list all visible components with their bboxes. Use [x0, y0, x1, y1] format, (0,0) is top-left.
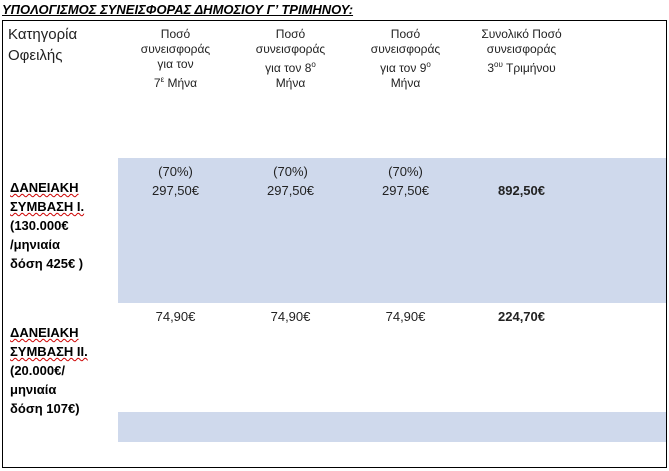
row-label: ΔΑΝΕΙΑΚΗ ΣΥΜΒΑΣΗ ΙΙ. (20.000€/ μηνιαία δόση …	[10, 323, 118, 418]
amount: 74,90€	[385, 309, 426, 324]
superscript: ο	[426, 60, 431, 69]
value-cell: (70%) 297,50€	[233, 162, 348, 200]
header-text: για τον 9	[380, 61, 427, 75]
header-cell: Ποσό συνεισφοράς για τον 9ο Μήνα	[348, 27, 463, 91]
header-cell: Συνολικό Ποσό συνεισφοράς 3ου Τριμήνου	[463, 27, 580, 76]
label-line: δόση 425€ )	[10, 256, 84, 271]
label-line: δόση 107€)	[10, 401, 80, 416]
percent-note: (70%)	[158, 164, 193, 179]
header-line: για τον	[157, 57, 194, 71]
header-line: για τον 8ο	[233, 57, 348, 76]
header-cell: Ποσό συνεισφοράς για τον 8ο Μήνα	[233, 27, 348, 91]
header-text: 3	[487, 61, 495, 75]
label-line: ΣΥΜΒΑΣΗ Ι.	[10, 199, 85, 214]
header-line: 7ε Μήνα	[118, 72, 233, 91]
value-cell: (70%) 297,50€	[118, 162, 233, 200]
label-line: ΣΥΜΒΑΣΗ ΙΙ.	[10, 344, 88, 359]
header-text: Τριμήνου	[502, 61, 556, 75]
header-line: συνεισφοράς	[255, 42, 326, 56]
amount: 297,50€	[267, 183, 314, 198]
header-line: 3ου Τριμήνου	[463, 57, 580, 76]
row-label: ΔΑΝΕΙΑΚΗ ΣΥΜΒΑΣΗ Ι. (130.000€ /μηνιαία δόση …	[10, 178, 118, 273]
header-line: Ποσό	[275, 27, 306, 41]
header-line: συνεισφοράς	[486, 42, 557, 56]
label-line: ΔΑΝΕΙΑΚΗ	[10, 325, 79, 340]
header-text: Μήνα	[164, 76, 198, 90]
row-shading	[118, 412, 666, 442]
amount: 74,90€	[155, 309, 196, 324]
percent-note: (70%)	[388, 164, 423, 179]
header-line: συνεισφοράς	[370, 42, 441, 56]
total: 892,50€	[498, 183, 545, 198]
header-line: Μήνα	[275, 76, 306, 90]
header-line: Κατηγορία	[8, 26, 78, 43]
label-line: (130.000€	[10, 218, 69, 233]
value-cell: 74,90€	[118, 307, 233, 326]
row-shading	[118, 158, 666, 303]
label-line: /μηνιαία	[10, 237, 60, 252]
header-text: 7	[153, 76, 161, 90]
value-cell: 74,90€	[348, 307, 463, 326]
label-line: μηνιαία	[10, 382, 57, 397]
value-cell: (70%) 297,50€	[348, 162, 463, 200]
table-frame	[2, 20, 667, 468]
header-line: Οφειλής	[8, 47, 63, 64]
header-line: Ποσό	[160, 27, 191, 41]
amount: 297,50€	[382, 183, 429, 198]
superscript: ο	[311, 60, 316, 69]
header-line: για τον 9ο	[348, 57, 463, 76]
label-line: ΔΑΝΕΙΑΚΗ	[10, 180, 79, 195]
header-cell: Κατηγορία Οφειλής	[8, 24, 118, 66]
percent-note: (70%)	[273, 164, 308, 179]
superscript: ε	[160, 75, 165, 84]
header-line: Συνολικό Ποσό	[481, 27, 562, 41]
header-line: Ποσό	[390, 27, 421, 41]
label-line: (20.000€/	[10, 363, 65, 378]
title: ΥΠΟΛΟΓΙΣΜΟΣ ΣΥΝΕΙΣΦΟΡΑΣ ΔΗΜΟΣΙΟΥ Γ’ ΤΡΙΜ…	[2, 2, 354, 17]
superscript: ου	[494, 60, 503, 69]
amount: 297,50€	[152, 183, 199, 198]
header-line: Μήνα	[390, 76, 421, 90]
header-cell: Ποσό συνεισφοράς για τον 7ε Μήνα	[118, 27, 233, 91]
total: 224,70€	[498, 309, 545, 324]
header-text: για τον 8	[265, 61, 312, 75]
value-cell: 74,90€	[233, 307, 348, 326]
header-line: συνεισφοράς	[140, 42, 211, 56]
amount: 74,90€	[270, 309, 311, 324]
